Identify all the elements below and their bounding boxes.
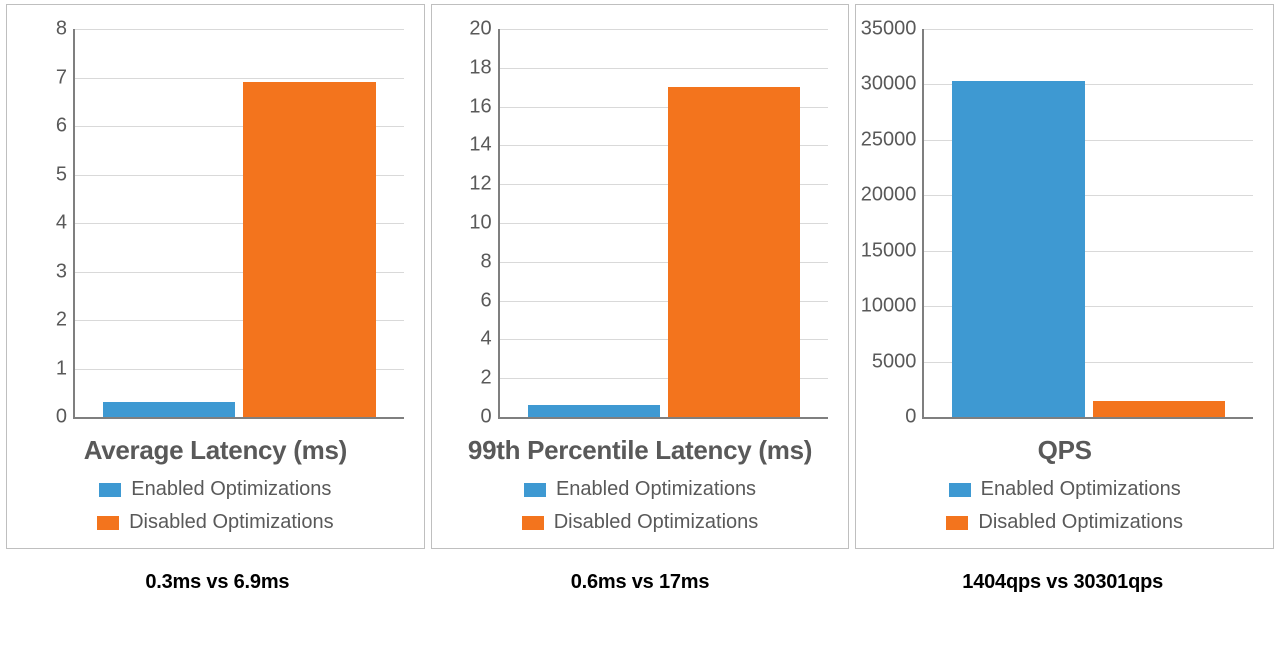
y-tick-label: 30000 [861,73,925,96]
y-tick-label: 6 [56,115,75,138]
bars-group [75,29,404,417]
plot-area: 02468101214161820 [498,29,837,419]
y-tick-label: 4 [56,212,75,235]
legend-item-disabled: Disabled Optimizations [97,511,334,534]
y-tick-label: 10000 [861,295,925,318]
y-tick-label: 1 [56,357,75,380]
bar-enabled [952,81,1084,417]
y-tick-label: 5 [56,163,75,186]
chart-caption: 0.6ms vs 17ms [429,571,852,594]
chart-caption: 0.3ms vs 6.9ms [6,571,429,594]
legend-swatch-enabled [99,483,121,497]
y-tick-label: 20000 [861,184,925,207]
y-tick-label: 25000 [861,128,925,151]
chart-caption: 1404qps vs 30301qps [851,571,1274,594]
y-tick-label: 4 [481,328,500,351]
bar-disabled [1093,401,1225,417]
y-tick-label: 18 [469,56,499,79]
plot-area: 012345678 [73,29,412,419]
bar-disabled [668,87,800,417]
bar-enabled [528,405,660,417]
figure-row: 012345678Average Latency (ms)Enabled Opt… [0,0,1280,549]
y-tick-label: 0 [905,406,924,429]
y-tick-label: 12 [469,173,499,196]
bars-group [924,29,1253,417]
chart-panel: 012345678Average Latency (ms)Enabled Opt… [6,4,425,549]
caption-row: 0.3ms vs 6.9ms0.6ms vs 17ms1404qps vs 30… [0,571,1280,594]
y-tick-label: 2 [56,309,75,332]
axes: 012345678 [73,29,404,419]
y-tick-label: 16 [469,95,499,118]
y-tick-label: 5000 [872,350,925,373]
legend-item-disabled: Disabled Optimizations [946,511,1183,534]
y-tick-label: 2 [481,367,500,390]
y-tick-label: 35000 [861,18,925,41]
axes: 05000100001500020000250003000035000 [922,29,1253,419]
axes: 02468101214161820 [498,29,829,419]
y-tick-label: 15000 [861,239,925,262]
legend-label: Enabled Optimizations [131,478,331,501]
chart-title: 99th Percentile Latency (ms) [444,435,837,466]
y-tick-label: 0 [56,406,75,429]
legend-item-enabled: Enabled Optimizations [949,478,1181,501]
y-tick-label: 0 [481,406,500,429]
legend-swatch-disabled [97,516,119,530]
legend: Enabled Optimizations Disabled Optimizati… [868,478,1261,534]
legend-swatch-enabled [524,483,546,497]
legend-swatch-disabled [522,516,544,530]
legend-swatch-enabled [949,483,971,497]
legend-label: Enabled Optimizations [556,478,756,501]
legend-label: Disabled Optimizations [978,511,1183,534]
chart-title: Average Latency (ms) [19,435,412,466]
chart-panel: 05000100001500020000250003000035000QPSEn… [855,4,1274,549]
y-tick-label: 10 [469,212,499,235]
legend: Enabled Optimizations Disabled Optimizati… [444,478,837,534]
legend-item-disabled: Disabled Optimizations [522,511,759,534]
bar-disabled [243,82,375,417]
y-tick-label: 20 [469,18,499,41]
legend-label: Disabled Optimizations [554,511,759,534]
bar-enabled [103,402,235,417]
y-tick-label: 14 [469,134,499,157]
y-tick-label: 3 [56,260,75,283]
legend-item-enabled: Enabled Optimizations [524,478,756,501]
legend-swatch-disabled [946,516,968,530]
plot-area: 05000100001500020000250003000035000 [922,29,1261,419]
y-tick-label: 8 [56,18,75,41]
legend-item-enabled: Enabled Optimizations [99,478,331,501]
y-tick-label: 8 [481,250,500,273]
legend: Enabled Optimizations Disabled Optimizati… [19,478,412,534]
bars-group [500,29,829,417]
chart-title: QPS [868,435,1261,466]
legend-label: Enabled Optimizations [981,478,1181,501]
y-tick-label: 6 [481,289,500,312]
legend-label: Disabled Optimizations [129,511,334,534]
y-tick-label: 7 [56,66,75,89]
chart-panel: 0246810121416182099th Percentile Latency… [431,4,850,549]
